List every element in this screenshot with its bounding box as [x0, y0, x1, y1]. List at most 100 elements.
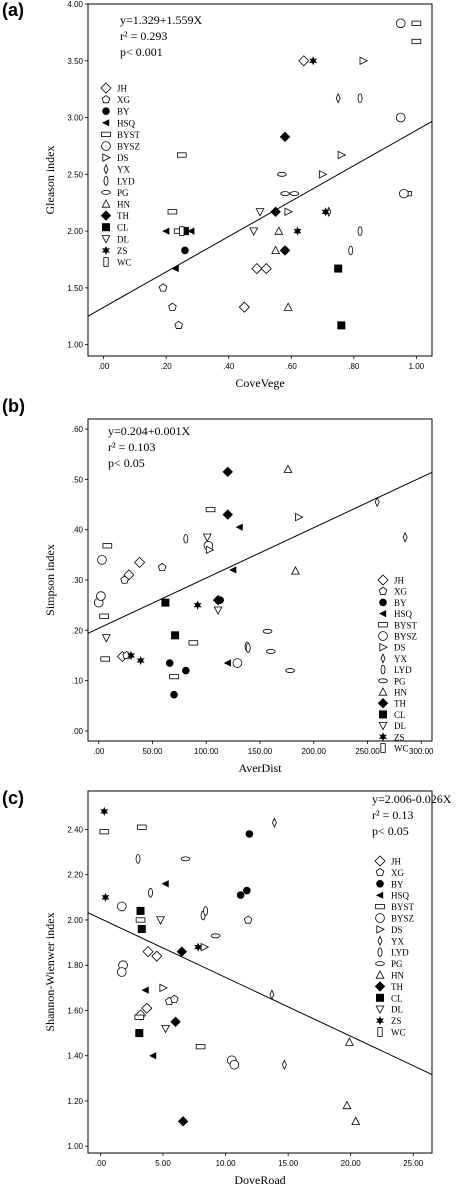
y-tick-label: .50 — [72, 475, 84, 484]
data-point — [181, 246, 189, 255]
data-point — [134, 1014, 145, 1020]
data-point — [187, 227, 195, 235]
legend-label: BYSZ — [391, 914, 414, 924]
data-point — [116, 967, 127, 977]
data-point — [270, 206, 281, 217]
data-point — [100, 656, 111, 662]
data-point — [177, 1116, 189, 1127]
x-tick-label: .40 — [223, 362, 235, 371]
chart-b: (b) .00 50.00 100.00 150.00 200.00 250.00 300.0… — [2, 396, 434, 775]
y-tick-label: 1.00 — [67, 1142, 83, 1151]
legend-label: PG — [117, 188, 129, 198]
legend-marker — [102, 245, 110, 255]
data-point — [335, 92, 341, 104]
legend-marker — [100, 210, 112, 221]
legend-marker — [102, 107, 110, 115]
x-tick-label: .20 — [161, 362, 173, 371]
legend-label: TH — [391, 982, 403, 992]
legend-marker — [378, 631, 388, 641]
data-point — [271, 817, 277, 829]
x-tick-label: .00 — [98, 362, 110, 371]
legend-marker — [377, 947, 383, 958]
data-point — [334, 264, 343, 273]
data-point — [205, 545, 215, 555]
data-point — [357, 93, 363, 104]
legend-marker — [101, 199, 111, 208]
plot-frame — [87, 418, 433, 742]
data-point — [285, 668, 295, 673]
data-point — [180, 227, 189, 236]
legend-marker — [376, 993, 384, 1002]
legend-marker — [375, 970, 385, 979]
data-point — [101, 634, 111, 643]
legend-label: HN — [391, 971, 404, 981]
legend-marker — [101, 95, 111, 104]
legend-label: DS — [117, 153, 129, 163]
legend-marker — [103, 163, 109, 175]
data-point — [177, 152, 187, 158]
data-point — [229, 1059, 240, 1070]
legend-marker — [379, 610, 387, 618]
data-point — [289, 191, 300, 197]
legend-label: YX — [394, 654, 407, 664]
data-point — [157, 562, 167, 572]
data-point — [203, 906, 208, 916]
legend-marker — [377, 574, 389, 586]
legend-marker — [375, 913, 385, 923]
data-point — [193, 600, 202, 610]
legend-label: JH — [391, 857, 402, 867]
legend-label: HN — [117, 200, 130, 210]
data-point — [202, 533, 212, 543]
data-point — [136, 824, 147, 830]
x-tick-label: .00 — [95, 1159, 107, 1168]
data-point — [283, 302, 293, 311]
legend-marker — [101, 141, 111, 151]
y-tick-label: 1.00 — [67, 341, 83, 350]
data-point — [159, 983, 168, 993]
data-point — [351, 1116, 361, 1125]
y-tick-label: 2.00 — [67, 227, 83, 236]
x-axis-title: CoveVege — [235, 376, 284, 390]
data-point — [169, 673, 179, 680]
equation-line: r² = 0.103 — [108, 440, 155, 454]
x-tick-label: 150.00 — [248, 747, 273, 756]
data-point — [295, 512, 304, 522]
y-tick-label: .60 — [72, 425, 84, 434]
y-tick-label: .00 — [72, 727, 84, 736]
legend-label: WC — [391, 1028, 406, 1038]
data-point — [281, 1059, 287, 1071]
data-point — [161, 598, 170, 607]
data-point — [162, 227, 170, 235]
data-point — [188, 640, 199, 646]
data-point — [274, 226, 284, 235]
legend-label: BYSZ — [394, 632, 417, 642]
legend-label: LYD — [394, 665, 412, 675]
legend-label: WC — [394, 744, 409, 754]
legend-marker — [378, 687, 388, 696]
legend-label: HSQ — [394, 609, 413, 619]
chart-a: (a) .00 .20 .40 .60 .80 1.00 1.00 1.50 2.00 2.50 3.… — [2, 0, 433, 390]
equation-line: y=1.329+1.559X — [120, 13, 203, 27]
legend-label: BY — [391, 879, 404, 889]
data-point — [200, 942, 210, 952]
equation-line: y=0.204+0.001X — [108, 424, 191, 438]
data-point — [161, 880, 169, 888]
legend-label: HSQ — [117, 118, 136, 128]
legend-marker — [375, 1005, 385, 1015]
data-point — [135, 1029, 144, 1038]
legend-label: HN — [394, 688, 407, 698]
data-point — [262, 628, 273, 634]
legend-label: DL — [117, 234, 129, 244]
data-point — [136, 655, 145, 666]
legend-label: BY — [117, 107, 130, 117]
data-point — [399, 188, 409, 199]
y-tick-label: 4.00 — [67, 0, 83, 9]
legend-marker — [101, 131, 111, 137]
legend-label: ZS — [394, 732, 405, 742]
y-tick-label: 2.50 — [67, 170, 83, 179]
legend-label: DL — [391, 1005, 403, 1015]
panel-label: (a) — [2, 0, 24, 20]
data-point — [357, 226, 363, 236]
data-point — [96, 591, 106, 601]
legend-marker — [377, 1027, 383, 1037]
